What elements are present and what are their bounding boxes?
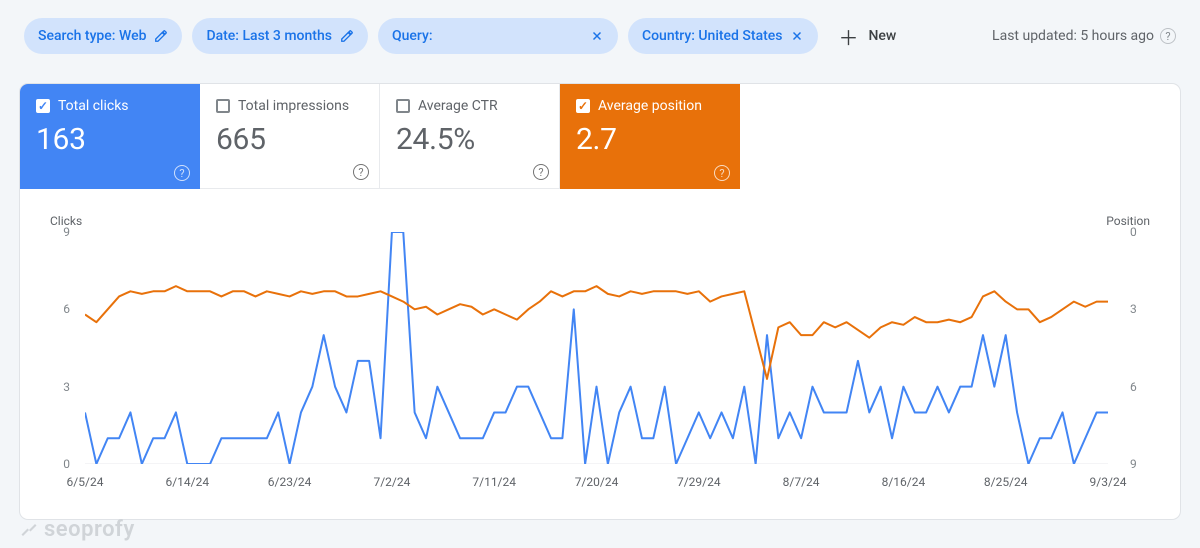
x-tick: 7/20/24 (575, 475, 619, 489)
checkbox-icon (396, 99, 410, 113)
checkbox-icon (216, 99, 230, 113)
y-tick-left: 9 (50, 225, 70, 239)
x-tick: 7/11/24 (472, 475, 516, 489)
tile-average-ctr[interactable]: Average CTR 24.5% ? (380, 84, 560, 189)
y-tick-left: 0 (50, 457, 70, 471)
x-tick: 6/14/24 (165, 475, 209, 489)
filter-chip-query[interactable]: Query: (378, 18, 618, 54)
x-tick: 7/2/24 (373, 475, 410, 489)
checkbox-icon: ✓ (36, 99, 50, 113)
x-tick: 8/16/24 (882, 475, 926, 489)
y-tick-left: 6 (50, 302, 70, 316)
tile-value: 665 (216, 122, 363, 157)
filter-chip-date[interactable]: Date: Last 3 months (192, 18, 368, 54)
tile-label-text: Average CTR (418, 98, 498, 114)
performance-chart: Clicks Position 0369 0369 6/5/246/14/246… (50, 214, 1150, 489)
x-tick: 8/25/24 (984, 475, 1028, 489)
tile-total-impressions[interactable]: Total impressions 665 ? (200, 84, 380, 189)
x-tick: 9/3/24 (1090, 475, 1127, 489)
chart-plot (85, 232, 1108, 464)
help-icon[interactable]: ? (533, 164, 549, 180)
metric-tiles: ✓ Total clicks 163 ? Total impressions 6… (20, 84, 1180, 189)
y-tick-right: 3 (1130, 302, 1150, 316)
tile-value: 24.5% (396, 122, 543, 157)
x-tick: 6/5/24 (67, 475, 104, 489)
checkbox-icon: ✓ (576, 99, 590, 113)
new-label: New (868, 28, 896, 44)
filter-chip-country[interactable]: Country: United States (628, 18, 819, 54)
tile-total-clicks[interactable]: ✓ Total clicks 163 ? (20, 84, 200, 189)
chip-label: Country: United States (642, 28, 783, 44)
tile-label-text: Average position (598, 98, 702, 114)
tile-value: 2.7 (576, 122, 724, 157)
tile-value: 163 (36, 122, 184, 157)
chip-label: Date: Last 3 months (206, 28, 332, 44)
chip-label: Search type: Web (38, 28, 146, 44)
y-tick-right: 9 (1130, 457, 1150, 471)
help-icon[interactable]: ? (174, 165, 190, 181)
add-filter-button[interactable]: ＋ New (828, 18, 906, 54)
filter-chip-search-type[interactable]: Search type: Web (24, 18, 182, 54)
tile-average-position[interactable]: ✓ Average position 2.7 ? (560, 84, 740, 189)
help-icon[interactable]: ? (1160, 28, 1176, 44)
filter-bar: Search type: Web Date: Last 3 months Que… (0, 0, 1200, 54)
last-updated: Last updated: 5 hours ago ? (992, 28, 1176, 44)
help-icon[interactable]: ? (353, 164, 369, 180)
y-tick-right: 6 (1130, 380, 1150, 394)
x-tick: 7/29/24 (677, 475, 721, 489)
help-icon[interactable]: ? (714, 165, 730, 181)
tile-label-text: Total impressions (238, 98, 349, 114)
tile-label-text: Total clicks (58, 98, 129, 114)
y-tick-left: 3 (50, 380, 70, 394)
pencil-icon (340, 29, 354, 43)
close-icon[interactable] (790, 29, 804, 43)
x-tick: 6/23/24 (268, 475, 312, 489)
y-tick-right: 0 (1130, 225, 1150, 239)
chip-label: Query: (392, 28, 433, 44)
pencil-icon (154, 29, 168, 43)
close-icon[interactable] (590, 29, 604, 43)
watermark: seoprofy (20, 517, 135, 542)
performance-card: ✓ Total clicks 163 ? Total impressions 6… (20, 84, 1180, 519)
watermark-text: seoprofy (44, 517, 135, 542)
last-updated-text: Last updated: 5 hours ago (992, 28, 1154, 44)
plus-icon: ＋ (838, 22, 858, 51)
x-tick: 8/7/24 (783, 475, 820, 489)
